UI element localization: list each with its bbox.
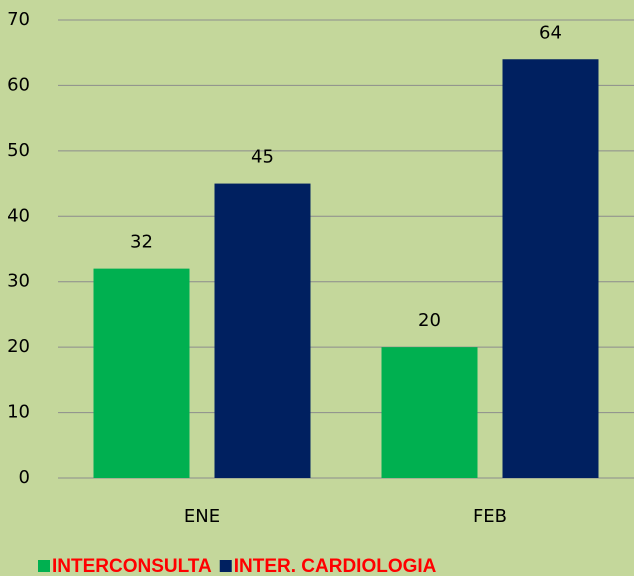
value-label: 64 [539,22,562,43]
y-tick-label: 60 [7,74,30,95]
y-tick-label: 10 [7,402,30,423]
bar [214,183,311,479]
y-tick-label: 0 [19,467,30,488]
y-tick-label: 50 [7,140,30,161]
value-label: 20 [418,310,441,331]
y-tick-label: 40 [7,205,30,226]
y-tick-label: 30 [7,271,30,292]
bar [381,347,478,478]
y-tick-label: 70 [7,9,30,30]
legend: INTERCONSULTA INTER. CARDIOLOGIA [38,556,437,576]
x-tick-label: FEB [473,506,507,527]
bar [93,268,190,478]
value-label: 32 [130,232,153,253]
value-label: 45 [251,147,274,168]
bar [502,59,599,478]
x-tick-label: ENE [184,506,220,527]
legend-swatch [219,560,232,572]
legend-label: INTER. CARDIOLOGIA [234,556,437,576]
legend-label: INTERCONSULTA [52,556,212,576]
y-tick-label: 20 [7,336,30,357]
legend-swatch [38,560,50,572]
